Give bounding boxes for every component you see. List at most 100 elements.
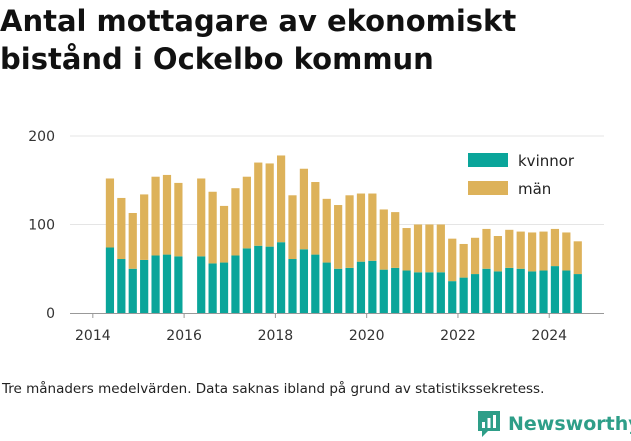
bar-man [288,195,297,260]
newsworthy-logo-icon [478,411,500,437]
bar-kvinnor [573,274,582,313]
bar-man [276,155,286,243]
bar-man [368,193,377,261]
caption: Tre månaders medelvärden. Data saknas ib… [2,381,545,397]
bar-kvinnor [128,268,137,313]
bar-man [436,224,445,273]
bar-kvinnor [436,272,445,313]
bar-man [117,197,126,260]
bar-man [448,238,457,282]
bar-man [528,232,537,272]
bar-man [128,212,137,269]
bar-kvinnor [174,256,183,313]
bar-man [140,194,149,260]
x-tick-label: 2014 [75,328,111,344]
bar-kvinnor [505,267,514,313]
bar-man [356,193,366,262]
bar-man [345,195,354,268]
bars [105,155,582,313]
bar-kvinnor [254,245,263,313]
bar-kvinnor [368,260,377,313]
bar-kvinnor [162,254,172,313]
bar-kvinnor [242,248,251,313]
x-tick-label: 2020 [349,328,385,344]
bar-kvinnor [311,254,320,313]
bar-kvinnor [413,272,423,313]
bar-man [482,228,491,269]
bar-man [334,205,343,269]
bar-man [174,182,183,257]
bar-man [311,182,320,255]
bar-man [539,231,548,271]
bar-kvinnor [493,271,502,313]
bar-kvinnor [299,249,309,313]
bar-man [208,191,217,264]
bar-man [379,209,388,270]
bar-kvinnor [117,259,126,313]
bar-man [573,241,582,275]
bar-kvinnor [482,268,491,313]
bar-kvinnor [528,271,537,313]
bar-man [254,162,263,246]
bar-man [425,224,434,273]
bar-man [197,178,206,257]
bar-kvinnor [288,259,297,313]
bar-kvinnor [562,270,571,313]
bar-man [413,224,423,273]
bar-kvinnor [276,242,286,313]
legend-label-kvinnor: kvinnor [518,152,575,170]
bar-kvinnor [140,259,149,313]
bar-kvinnor [379,269,388,313]
bar-man [151,176,160,256]
brand[interactable]: Newsworthy [476,407,631,441]
bar-kvinnor [151,255,160,313]
bar-man [470,237,480,275]
x-tick-label: 2016 [166,328,202,344]
bar-man [505,229,514,268]
bar-man [516,231,525,269]
brand-name: Newsworthy [508,413,631,435]
x-tick-label: 2024 [531,328,567,344]
bar-kvinnor [208,263,217,313]
bar-kvinnor [448,281,457,313]
bar-man [219,205,229,263]
bar-kvinnor [322,262,331,313]
legend-swatch-kvinnor [468,153,508,167]
legend-label-man: män [518,180,551,198]
bar-man [402,228,411,271]
y-tick-label: 0 [46,306,55,322]
bar-man [242,176,251,249]
bar-kvinnor [356,261,366,313]
bar-man [391,212,400,268]
bar-kvinnor [197,256,206,313]
bar-man [162,174,172,255]
bar-kvinnor [105,247,115,313]
bar-man [105,178,115,248]
bar-kvinnor [219,262,229,313]
x-tick-label: 2018 [258,328,294,344]
bar-man [299,168,309,250]
bar-kvinnor [550,266,560,313]
bar-man [265,163,274,247]
bar-kvinnor [391,267,400,313]
bar-man [562,232,571,271]
bar-kvinnor [425,272,434,313]
bar-kvinnor [265,246,274,313]
bar-kvinnor [470,274,480,313]
x-tick-label: 2022 [440,328,476,344]
bar-kvinnor [539,270,548,313]
y-tick-label: 100 [28,218,55,234]
legend: kvinnor män [468,152,575,198]
chart-title: Antal mottagare av ekonomiskt bistånd i … [0,4,517,76]
bar-man [231,188,240,256]
bar-kvinnor [334,268,343,313]
bar-kvinnor [402,270,411,313]
bar-man [459,243,468,278]
bar-kvinnor [516,268,525,313]
bar-man [493,236,502,272]
bar-kvinnor [345,267,354,313]
bar-man [322,198,331,263]
x-axis: 2014 2016 2018 2020 2022 2024 [70,313,604,344]
bar-kvinnor [459,277,468,313]
